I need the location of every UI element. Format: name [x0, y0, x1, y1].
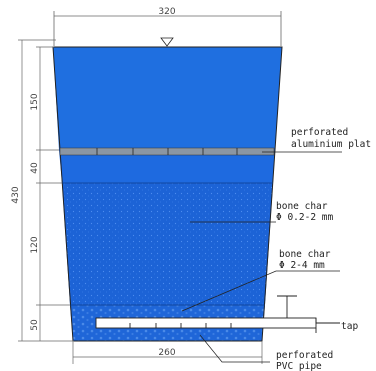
tap-icon: [277, 295, 340, 333]
plate-zone: [59, 150, 275, 183]
coarse-label-line2: Φ 2-4 mm: [279, 260, 325, 271]
pipe-label-line2: PVC pipe: [276, 361, 322, 371]
perforated-aluminium-plate: [59, 147, 275, 156]
tap-label: tap: [341, 321, 358, 332]
plate-label-line1: perforated: [291, 127, 348, 138]
pipe-label-line1: perforated: [276, 350, 333, 361]
perforated-pvc-pipe: [95, 317, 317, 329]
bottom-width-label: 260: [158, 348, 175, 358]
fine-label-line2: Φ 0.2-2 mm: [276, 212, 333, 223]
coarse-height-label: 50: [30, 319, 40, 331]
fine-bonechar-layer: [62, 183, 273, 305]
water-level-triangle-icon: [158, 37, 176, 48]
water-layer: [53, 47, 282, 150]
top-width-label: 320: [158, 7, 175, 17]
plate-label-line2: aluminium plat: [291, 139, 371, 150]
leader-lines: [181, 151, 342, 363]
water-height-label: 150: [30, 93, 40, 110]
bottom-width-dimension: [72, 341, 263, 364]
total-height-label: 430: [11, 186, 21, 203]
fine-height-label: 120: [30, 236, 40, 253]
plate-height-label: 40: [30, 162, 40, 174]
coarse-label-line1: bone char: [279, 249, 331, 260]
fine-label-line1: bone char: [276, 201, 328, 212]
height-dimensions: [18, 39, 74, 342]
